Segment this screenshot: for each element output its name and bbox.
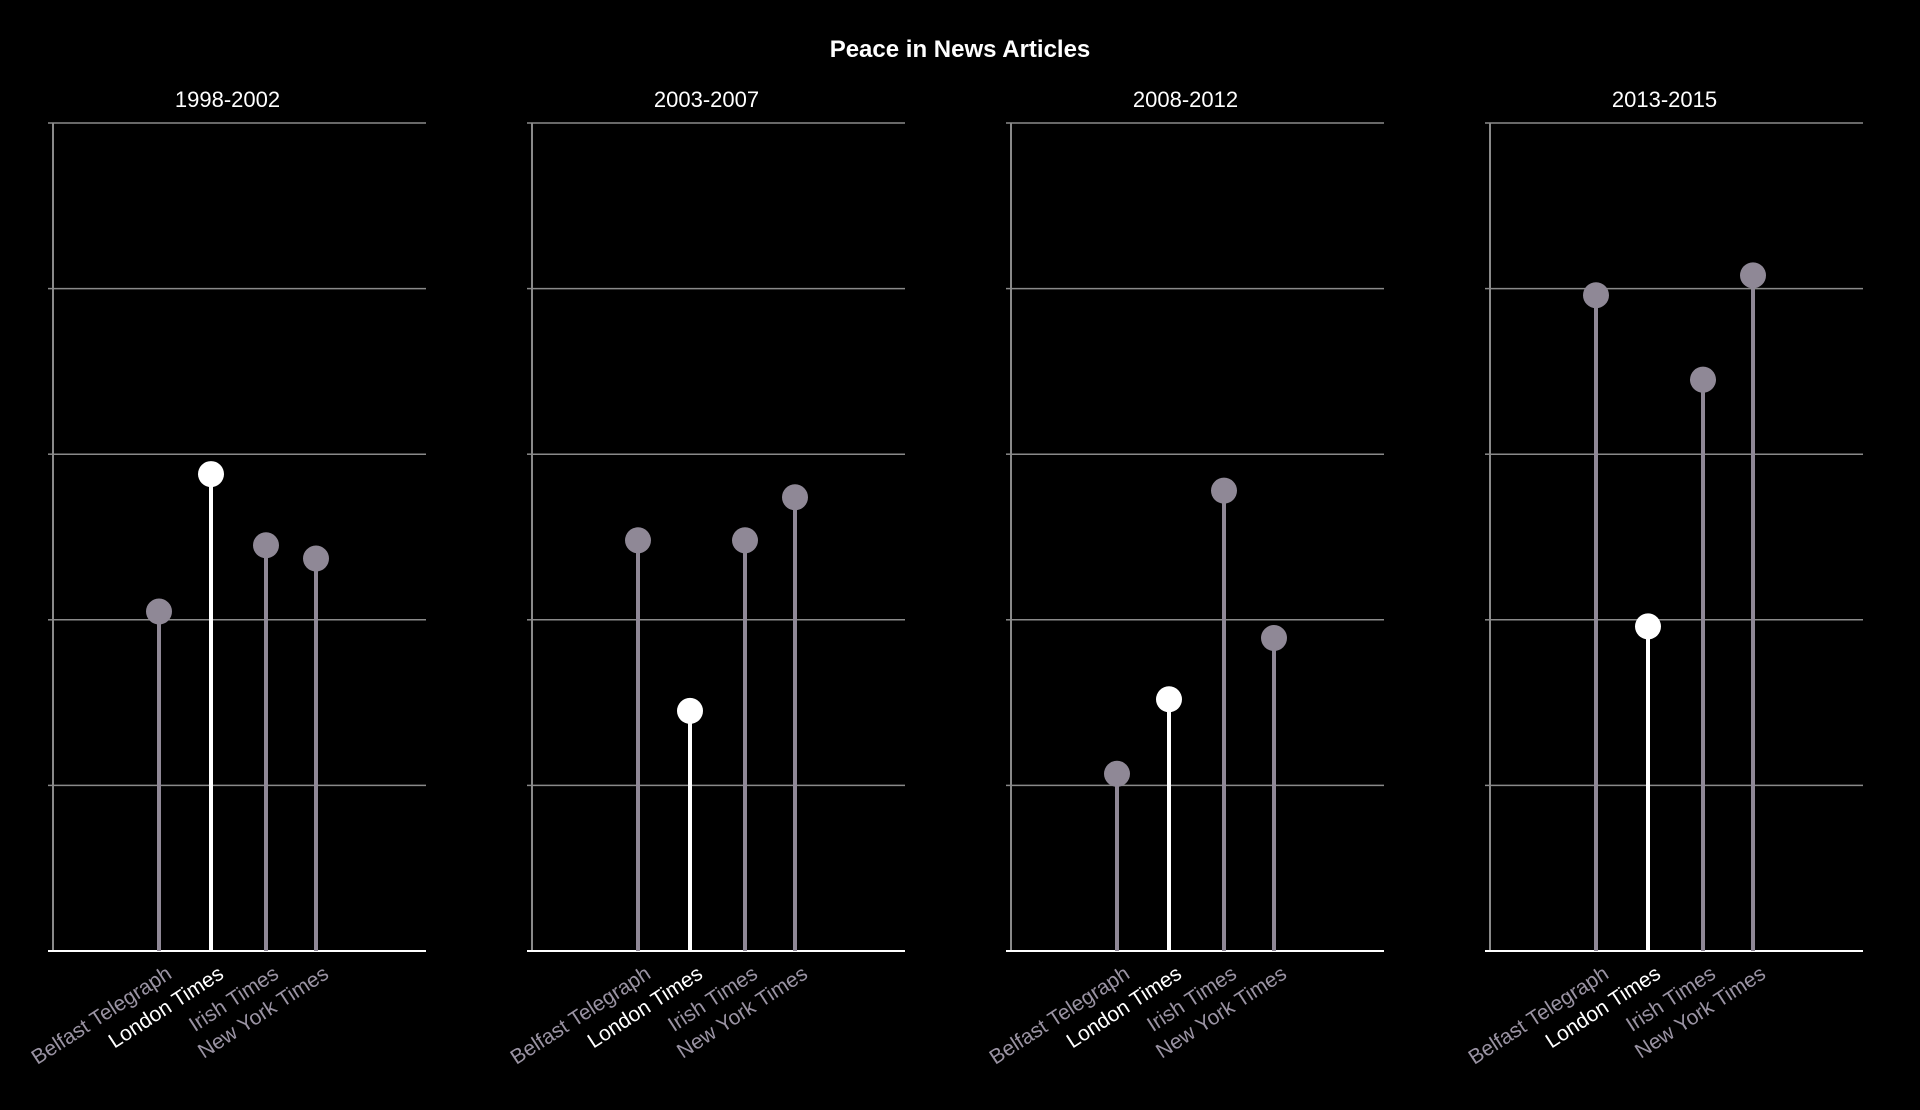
lollipop-point <box>1583 282 1609 309</box>
lollipop-point <box>625 527 651 554</box>
lollipop-point <box>1104 760 1130 787</box>
lollipop-point <box>677 697 703 724</box>
lollipop-point <box>1690 366 1716 393</box>
chart-title: Peace in News Articles <box>829 36 1091 63</box>
lollipop-point <box>732 527 758 554</box>
lollipop-point <box>1261 625 1287 652</box>
lollipop-point <box>1635 613 1661 640</box>
lollipop-point <box>782 484 808 511</box>
lollipop-point <box>1211 477 1237 504</box>
panel-title: 2008-2012 <box>1133 87 1238 112</box>
panel-title: 2013-2015 <box>1612 87 1717 112</box>
lollipop-point <box>303 545 329 572</box>
lollipop-point <box>1156 686 1182 713</box>
panel-title: 1998-2002 <box>175 87 280 112</box>
lollipop-point <box>253 532 279 559</box>
panel-title: 2003-2007 <box>654 87 759 112</box>
lollipop-point <box>198 461 224 488</box>
lollipop-point <box>146 598 172 625</box>
lollipop-point <box>1740 262 1766 289</box>
